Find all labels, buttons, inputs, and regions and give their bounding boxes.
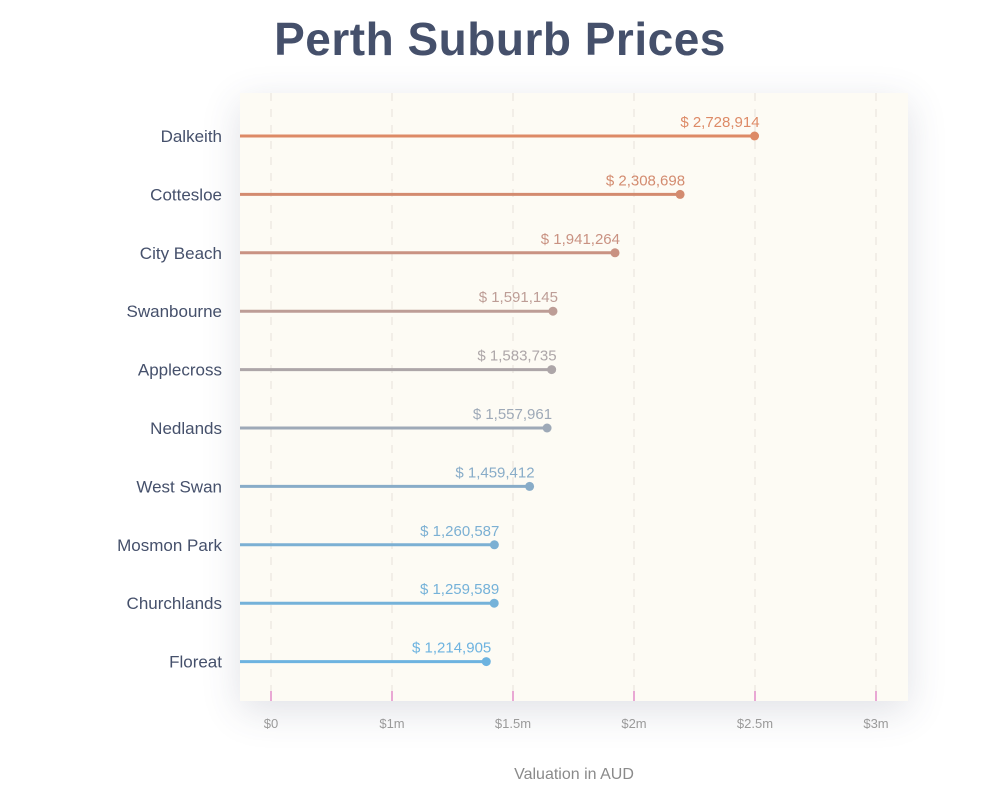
data-label: $ 1,259,589 [420,581,499,598]
grid-lines [270,93,877,691]
bar-endpoint [750,131,760,141]
category-label: Mosmon Park [117,536,222,555]
data-label: $ 1,591,145 [479,289,558,306]
bar-endpoint [542,423,552,433]
category-label: Cottesloe [150,185,222,204]
data-label: $ 2,308,698 [606,172,685,189]
bar-endpoint [481,657,491,667]
x-tick-label: $1m [379,716,404,731]
x-tick-label: $1.5m [495,716,531,731]
chart-title: Perth Suburb Prices [274,13,726,65]
x-axis-ticks: $0 $1m $1.5m $2m $2.5m $3m [264,691,889,731]
data-label: $ 1,557,961 [473,406,552,423]
category-label: Applecross [138,361,222,380]
data-label: $ 2,728,914 [680,114,759,131]
bar-endpoint [525,481,535,491]
bar-endpoint [547,365,557,375]
bar-endpoint [610,248,620,258]
data-label: $ 1,260,587 [420,523,499,540]
bar-endpoint [489,540,499,550]
category-labels: Dalkeith Cottesloe City Beach Swanbourne App… [117,127,222,672]
category-label: Nedlands [150,419,222,438]
data-label: $ 1,459,412 [455,464,534,481]
category-label: Churchlands [127,594,222,613]
data-label: $ 1,214,905 [412,640,491,657]
bar-endpoint [675,189,685,199]
data-label: $ 1,583,735 [477,348,556,365]
bar-endpoint [489,598,499,608]
category-label: City Beach [140,244,222,263]
x-tick-label: $2.5m [737,716,773,731]
x-tick-label: $0 [264,716,278,731]
category-label: Floreat [169,653,222,672]
category-label: Swanbourne [127,302,222,321]
bars: $ 2,728,914 $ 2,308,698 $ 1,941,264 $ 1,591… [240,114,760,667]
x-tick-label: $2m [621,716,646,731]
x-tick-label: $3m [863,716,888,731]
category-label: Dalkeith [161,127,222,146]
data-label: $ 1,941,264 [541,231,620,248]
bar-endpoint [548,306,558,316]
category-label: West Swan [136,477,222,496]
x-axis-label: Valuation in AUD [514,766,634,783]
